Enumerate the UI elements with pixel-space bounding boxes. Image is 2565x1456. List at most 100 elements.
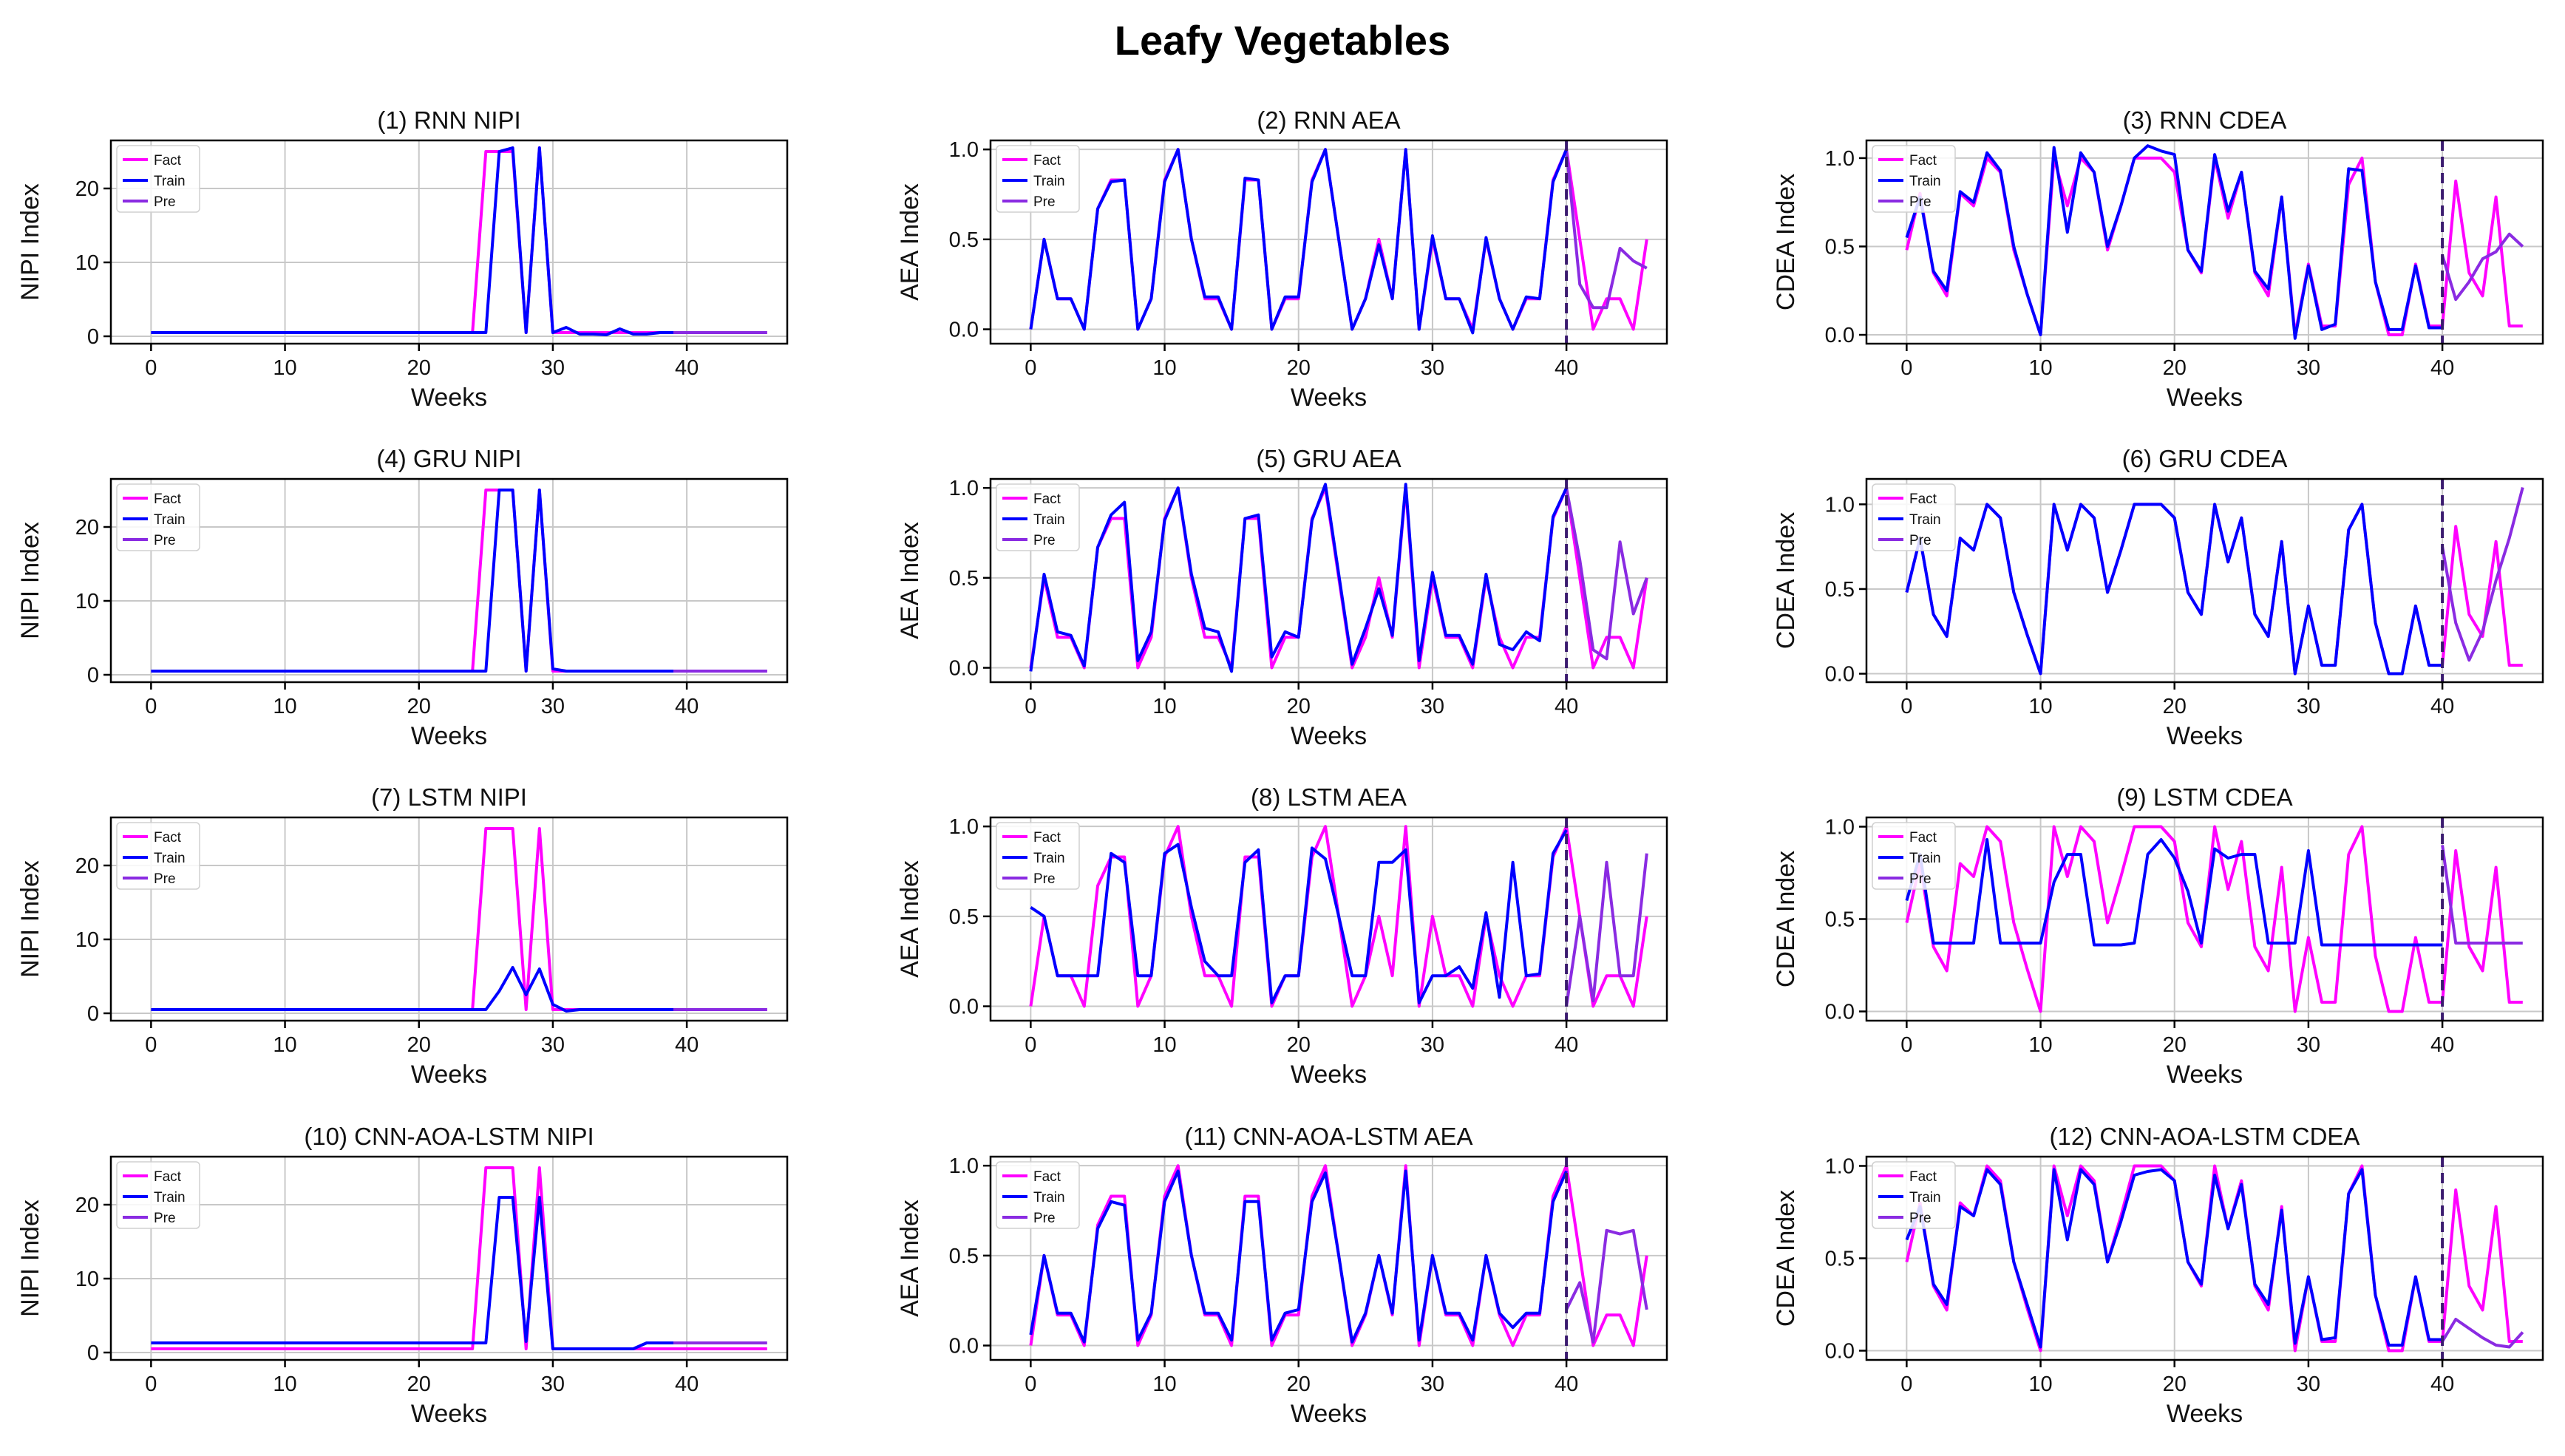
x-tick-label: 10 (2028, 1372, 2052, 1396)
legend: Fact Train Pre (996, 822, 1080, 890)
x-tick-label: 30 (541, 695, 565, 718)
x-axis-label: Weeks (411, 384, 487, 412)
x-axis-label: Weeks (2167, 1400, 2243, 1428)
x-tick-label: 10 (2028, 356, 2052, 380)
legend-item-pre: Pre (1033, 533, 1056, 548)
series-line-train (1029, 483, 1568, 673)
y-tick-label: 1.0 (1825, 1155, 1855, 1179)
x-tick-label: 20 (1287, 695, 1311, 718)
y-axis-label: AEA Index (896, 1200, 924, 1317)
y-tick-label: 0.5 (949, 567, 979, 591)
legend-item-fact: Fact (154, 491, 182, 507)
y-tick-label: 0.0 (949, 1335, 979, 1358)
x-tick-label: 30 (1421, 356, 1444, 380)
x-tick-label: 20 (407, 356, 431, 380)
series-line-train (1029, 1169, 1568, 1344)
x-tick-label: 10 (1152, 356, 1176, 380)
x-axis-label: Weeks (2167, 722, 2243, 750)
subplot-4: (4) GRU NIPI 0 10 20 30 40 0 10 20 Weeks NIPI Inde… (16, 445, 789, 750)
x-tick-label: 30 (541, 1372, 565, 1396)
subplot-7: (7) LSTM NIPI 0 10 20 30 40 0 10 20 Weeks NIPI Ind… (16, 783, 789, 1089)
series-line-pre (2441, 232, 2524, 302)
series-line-train (1905, 503, 2443, 676)
x-axis-label: Weeks (411, 1061, 487, 1089)
legend-item-pre: Pre (1033, 194, 1056, 210)
series-line-pre (2441, 1318, 2524, 1349)
x-tick-label: 40 (2430, 1372, 2454, 1396)
subplot-11: (11) CNN-AOA-LSTM AEA 0 10 20 30 40 0.0 0.5 1.0 W… (896, 1123, 1668, 1428)
x-tick-label: 40 (2430, 695, 2454, 718)
subplot-title: (3) RNN CDEA (2123, 106, 2287, 134)
x-tick-label: 0 (1025, 356, 1036, 380)
y-axis-label: NIPI Index (16, 522, 44, 639)
legend-item-fact: Fact (1909, 830, 1937, 846)
y-tick-label: 20 (75, 177, 99, 201)
x-tick-label: 30 (2297, 695, 2320, 718)
plot-frame (989, 477, 1668, 684)
legend-box (996, 1161, 1080, 1229)
series-line-pre (1565, 149, 1648, 310)
series-line-fact (151, 489, 767, 673)
legend-box (996, 145, 1080, 213)
y-tick-label: 0 (87, 325, 99, 349)
legend: Fact Train Pre (116, 145, 200, 213)
y-tick-label: 0.0 (1825, 324, 1855, 347)
y-axis-label: NIPI Index (16, 183, 44, 301)
x-tick-label: 20 (407, 1033, 431, 1057)
legend: Fact Train Pre (1872, 145, 1956, 213)
y-axis-label: CDEA Index (1772, 512, 1800, 649)
y-tick-label: 0.5 (949, 228, 979, 252)
plot-frame (989, 1155, 1668, 1361)
legend-item-train: Train (1909, 851, 1941, 866)
x-tick-label: 20 (1287, 1033, 1311, 1057)
legend: Fact Train Pre (1872, 1161, 1956, 1229)
x-tick-label: 0 (145, 1372, 157, 1396)
x-tick-label: 0 (1900, 695, 1912, 718)
legend-item-fact: Fact (1909, 1169, 1937, 1185)
plot-frame (1865, 477, 2544, 684)
series-line-pre (2441, 845, 2523, 945)
x-tick-label: 30 (2297, 1033, 2320, 1057)
legend: Fact Train Pre (116, 1161, 200, 1229)
y-tick-label: 0.5 (1825, 908, 1855, 932)
x-tick-label: 40 (675, 1372, 699, 1396)
y-tick-label: 20 (75, 516, 99, 540)
series-line-pre (1565, 853, 1648, 1007)
subplot-1: (1) RNN NIPI 0 10 20 30 40 0 10 20 Weeks NIPI Inde… (16, 106, 789, 412)
subplot-5: (5) GRU AEA 0 10 20 30 40 0.0 0.5 1.0 Weeks AEA In… (896, 445, 1668, 750)
y-tick-label: 0.5 (949, 1245, 979, 1268)
y-axis-label: AEA Index (896, 860, 924, 978)
subplot-title: (9) LSTM CDEA (2116, 783, 2292, 811)
legend-item-fact: Fact (154, 1169, 182, 1185)
legend-item-pre: Pre (1909, 533, 1932, 548)
y-tick-label: 10 (75, 928, 99, 952)
series-line-fact (151, 827, 767, 1011)
legend-item-pre: Pre (1909, 1211, 1932, 1226)
y-tick-label: 0.0 (949, 319, 979, 342)
x-tick-label: 10 (273, 1372, 296, 1396)
plot-frame (109, 139, 789, 345)
x-tick-label: 10 (273, 695, 296, 718)
legend-item-pre: Pre (1033, 1211, 1056, 1226)
x-tick-label: 30 (1421, 1033, 1444, 1057)
y-tick-label: 1.0 (1825, 816, 1855, 840)
x-tick-label: 10 (1152, 1033, 1176, 1057)
legend-item-train: Train (154, 512, 186, 528)
y-tick-label: 1.0 (949, 477, 979, 500)
legend-box (1872, 1161, 1956, 1229)
x-tick-label: 10 (2028, 695, 2052, 718)
series-line-train (1905, 1168, 2443, 1349)
subplot-title: (6) GRU CDEA (2122, 445, 2288, 472)
legend-item-train: Train (154, 174, 186, 189)
legend-item-train: Train (1909, 1190, 1941, 1205)
legend-item-train: Train (1033, 1190, 1065, 1205)
x-axis-label: Weeks (411, 1400, 487, 1428)
y-tick-label: 0.5 (1825, 1248, 1855, 1271)
y-axis-label: CDEA Index (1772, 851, 1800, 987)
x-tick-label: 0 (1025, 695, 1036, 718)
y-tick-label: 0.0 (1825, 1340, 1855, 1364)
plot-frame (989, 139, 1668, 345)
x-tick-label: 20 (2163, 695, 2187, 718)
x-tick-label: 30 (541, 356, 565, 380)
x-tick-label: 10 (273, 1033, 296, 1057)
